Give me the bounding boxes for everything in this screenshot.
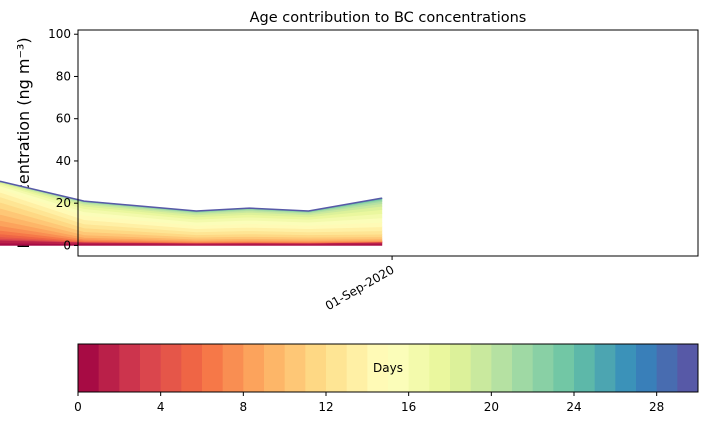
colorbar-bin-4 — [160, 344, 182, 392]
colorbar-bin-25 — [594, 344, 616, 392]
colorbar-bin-14 — [367, 344, 389, 392]
y-tick-label: 80 — [56, 69, 71, 83]
colorbar-tick-label: 8 — [240, 400, 248, 414]
colorbar-bin-6 — [202, 344, 224, 392]
colorbar-bin-29 — [677, 344, 699, 392]
colorbar-bin-10 — [284, 344, 306, 392]
colorbar-bin-23 — [553, 344, 575, 392]
colorbar-bin-26 — [615, 344, 637, 392]
y-tick-label: 20 — [56, 196, 71, 210]
area-layer-age-1 — [0, 240, 383, 245]
area-layer-age-10 — [0, 207, 383, 240]
colorbar-bin-8 — [243, 344, 265, 392]
area-layer-age-8 — [0, 220, 383, 242]
x-axis: 02-Aug-202005-Aug-202008-Aug-202011-Aug-… — [323, 256, 397, 313]
colorbar-tick-label: 24 — [566, 400, 581, 414]
colorbar-bin-18 — [450, 344, 472, 392]
y-tick-label: 100 — [48, 27, 71, 41]
colorbar-bin-20 — [491, 344, 513, 392]
colorbar-frame — [77, 343, 699, 393]
colorbar-tick-label: 4 — [157, 400, 165, 414]
plot-frame — [77, 29, 699, 257]
area-layer-age-17 — [0, 182, 383, 220]
area-layer-age-6 — [0, 230, 383, 244]
area-layer-age-29 — [0, 180, 383, 212]
y-tick-label: 60 — [56, 112, 71, 126]
area-layer-age-0 — [0, 242, 383, 246]
area-layer-age-11 — [0, 202, 383, 238]
area-layer-age-22 — [0, 181, 383, 213]
colorbar-bin-3 — [140, 344, 162, 392]
colorbar-bin-17 — [429, 344, 451, 392]
colorbar-tick-label: 20 — [484, 400, 499, 414]
colorbar-tick-label: 28 — [649, 400, 664, 414]
area-layer-age-19 — [0, 181, 383, 216]
area-layer-age-14 — [0, 188, 383, 230]
area-layer-age-18 — [0, 181, 383, 218]
colorbar-tick-label: 12 — [318, 400, 333, 414]
colorbar-bin-9 — [264, 344, 286, 392]
area-layer-age-12 — [0, 196, 383, 236]
y-tick-label: 0 — [63, 238, 71, 252]
colorbar: 0 4 8 12 16 20 24 28 — [74, 343, 699, 414]
area-layer-age-16 — [0, 183, 383, 223]
colorbar-bin-21 — [512, 344, 534, 392]
colorbar-bin-15 — [388, 344, 410, 392]
colorbar-bin-7 — [222, 344, 244, 392]
colorbar-bin-22 — [532, 344, 554, 392]
colorbar-bin-13 — [346, 344, 368, 392]
y-axis: 0 20 40 60 80 100 — [48, 27, 78, 252]
stacked-area-layers — [0, 180, 383, 246]
area-layer-age-20 — [0, 181, 383, 214]
area-layer-age-7 — [0, 225, 383, 243]
chart-title: Age contribution to BC concentrations — [250, 10, 527, 26]
area-layer-age-9 — [0, 214, 383, 241]
colorbar-bin-24 — [574, 344, 596, 392]
colorbar-bin-2 — [119, 344, 141, 392]
area-layer-age-15 — [0, 185, 383, 226]
colorbar-bin-5 — [181, 344, 203, 392]
colorbar-bin-16 — [408, 344, 430, 392]
area-layer-age-13 — [0, 192, 383, 233]
colorbar-bin-27 — [636, 344, 658, 392]
colorbar-tick-label: 16 — [401, 400, 416, 414]
colorbar-bin-1 — [98, 344, 120, 392]
colorbar-tick-label: 0 — [74, 400, 82, 414]
colorbar-label: Days — [373, 361, 403, 375]
x-tick-label: 01-Sep-2020 — [323, 262, 397, 313]
colorbar-bin-28 — [656, 344, 678, 392]
area-layer-age-21 — [0, 181, 383, 213]
colorbar-bin-19 — [470, 344, 492, 392]
colorbar-bin-0 — [78, 344, 100, 392]
colorbar-bin-11 — [305, 344, 327, 392]
colorbar-bin-12 — [326, 344, 348, 392]
y-tick-label: 40 — [56, 154, 71, 168]
